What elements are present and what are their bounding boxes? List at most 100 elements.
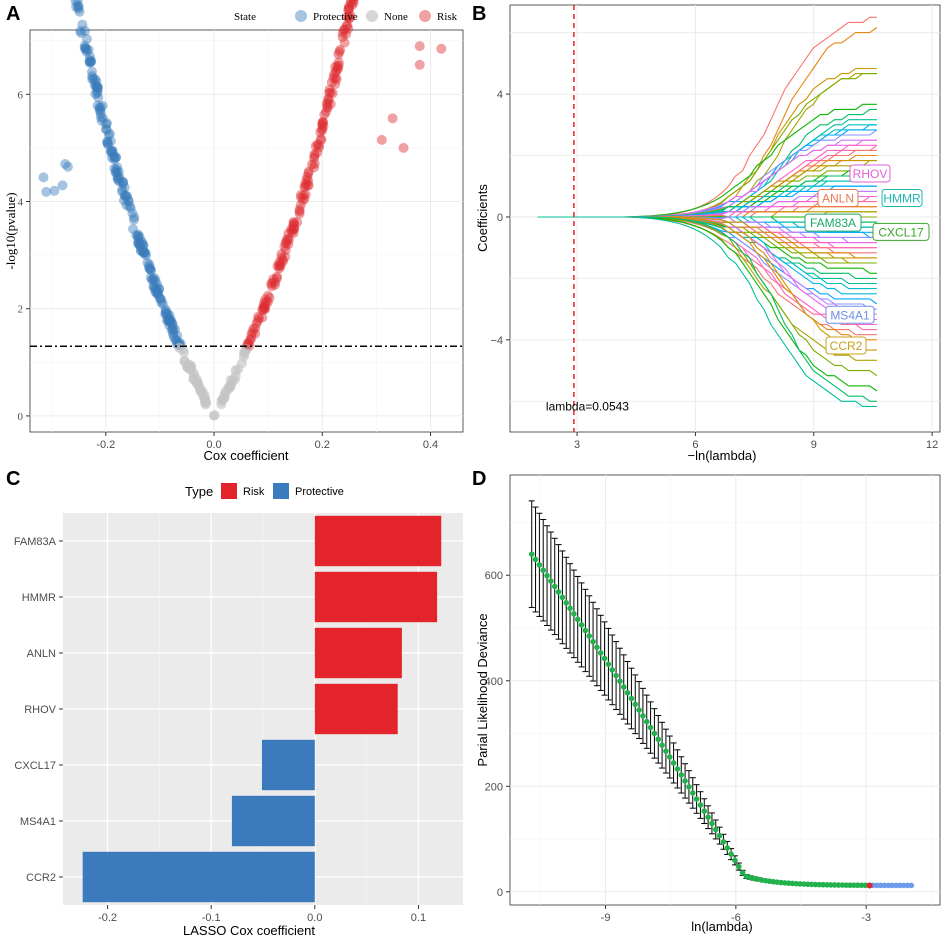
point-risk	[259, 298, 269, 308]
point-risk	[257, 312, 268, 323]
point-protective	[57, 180, 68, 191]
point-protective	[81, 34, 92, 44]
point-protective	[163, 313, 174, 324]
point-protective	[136, 245, 146, 256]
cv-point	[881, 882, 888, 889]
gene-label-box	[817, 189, 859, 208]
point-protective	[80, 25, 90, 36]
point-protective	[144, 263, 155, 274]
point-risk	[333, 63, 344, 74]
point-risk	[414, 41, 425, 52]
point-risk	[279, 241, 290, 252]
point-protective	[102, 136, 113, 147]
point-risk	[414, 59, 425, 70]
point-risk	[351, 0, 359, 2]
x-tick-label: 0.2	[315, 439, 330, 451]
y-tick-label: 400	[485, 676, 503, 688]
point-risk	[242, 339, 253, 350]
cv-x-axis-title: ln(lambda)	[691, 919, 752, 934]
x-tick-label: -9	[601, 912, 611, 924]
point-protective	[168, 324, 179, 335]
point-protective	[114, 172, 125, 182]
point-risk	[310, 141, 321, 152]
cv-point	[601, 655, 608, 662]
point-risk	[303, 168, 314, 179]
point-risk	[337, 27, 348, 38]
gene-label-ms4a1: MS4A1	[830, 308, 870, 322]
point-risk	[248, 323, 259, 334]
point-risk	[281, 234, 292, 245]
point-risk	[270, 277, 281, 288]
cross-validation-deviance-plot: -9 -6 -3 0 200 400 600 ln(lambda) Parial Like…	[475, 474, 941, 934]
point-protective	[165, 316, 176, 327]
cv-point	[889, 882, 895, 889]
cv-point	[605, 661, 612, 667]
point-protective	[87, 71, 98, 82]
point-protective	[112, 172, 123, 183]
point-protective	[120, 191, 131, 202]
point-protective	[117, 186, 128, 197]
point-risk	[387, 113, 398, 124]
point-protective	[138, 246, 149, 257]
point-protective	[41, 186, 52, 197]
point-risk	[246, 333, 257, 344]
point-protective	[165, 316, 176, 327]
point-protective	[96, 115, 107, 126]
point-protective	[92, 83, 103, 94]
cv-point	[643, 718, 650, 725]
point-protective	[160, 307, 171, 318]
cv-point	[590, 638, 596, 645]
point-protective	[95, 105, 106, 116]
point-protective	[164, 310, 175, 321]
cv-y-ticks: 0 200 400 600	[485, 570, 510, 899]
point-risk	[315, 134, 326, 145]
x-tick-label: -0.1	[202, 912, 221, 924]
point-protective	[152, 289, 163, 300]
point-risk	[333, 49, 344, 60]
gene-label-anln: ANLN	[27, 648, 56, 660]
point-protective	[49, 185, 60, 196]
y-tick-label: 6	[18, 89, 24, 101]
gene-label-anln: ANLN	[822, 192, 854, 206]
point-protective	[155, 293, 165, 304]
y-tick-label: 4	[18, 197, 24, 209]
point-risk	[274, 261, 285, 272]
point-protective	[104, 128, 115, 139]
point-protective	[109, 152, 120, 163]
point-risk	[398, 142, 409, 153]
cv-point	[651, 730, 658, 737]
cv-point	[551, 583, 558, 590]
point-risk	[253, 311, 264, 322]
point-risk	[343, 3, 354, 14]
cv-point	[674, 766, 681, 772]
point-protective	[119, 190, 130, 201]
point-risk	[246, 329, 257, 340]
point-protective	[88, 73, 99, 84]
point-protective	[128, 224, 138, 234]
point-protective	[137, 238, 148, 249]
point-protective	[92, 82, 103, 93]
legend-key-protective	[295, 10, 307, 22]
cv-point	[904, 882, 911, 889]
cv-point	[874, 882, 880, 889]
point-risk	[272, 261, 283, 271]
point-protective	[169, 333, 180, 344]
point-risk	[345, 0, 356, 8]
x-tick-label: 6	[692, 439, 698, 451]
point-protective	[138, 240, 148, 251]
point-risk	[301, 174, 312, 185]
cv-point	[705, 814, 711, 821]
lasso-coefficient-path-plot: lambda=0.0543 RHOV ANLN HMMR FAM83A CXCL17 MS…	[475, 4, 941, 463]
point-none	[223, 384, 234, 395]
cv-point	[613, 672, 619, 679]
point-protective	[77, 19, 88, 30]
point-risk	[436, 43, 447, 54]
point-protective	[79, 40, 90, 51]
point-risk	[348, 0, 356, 2]
point-protective	[136, 246, 146, 256]
point-protective	[164, 320, 175, 331]
bar-hmmr	[314, 571, 438, 623]
point-protective	[133, 233, 144, 244]
cv-point	[636, 707, 642, 713]
point-risk	[322, 97, 333, 108]
